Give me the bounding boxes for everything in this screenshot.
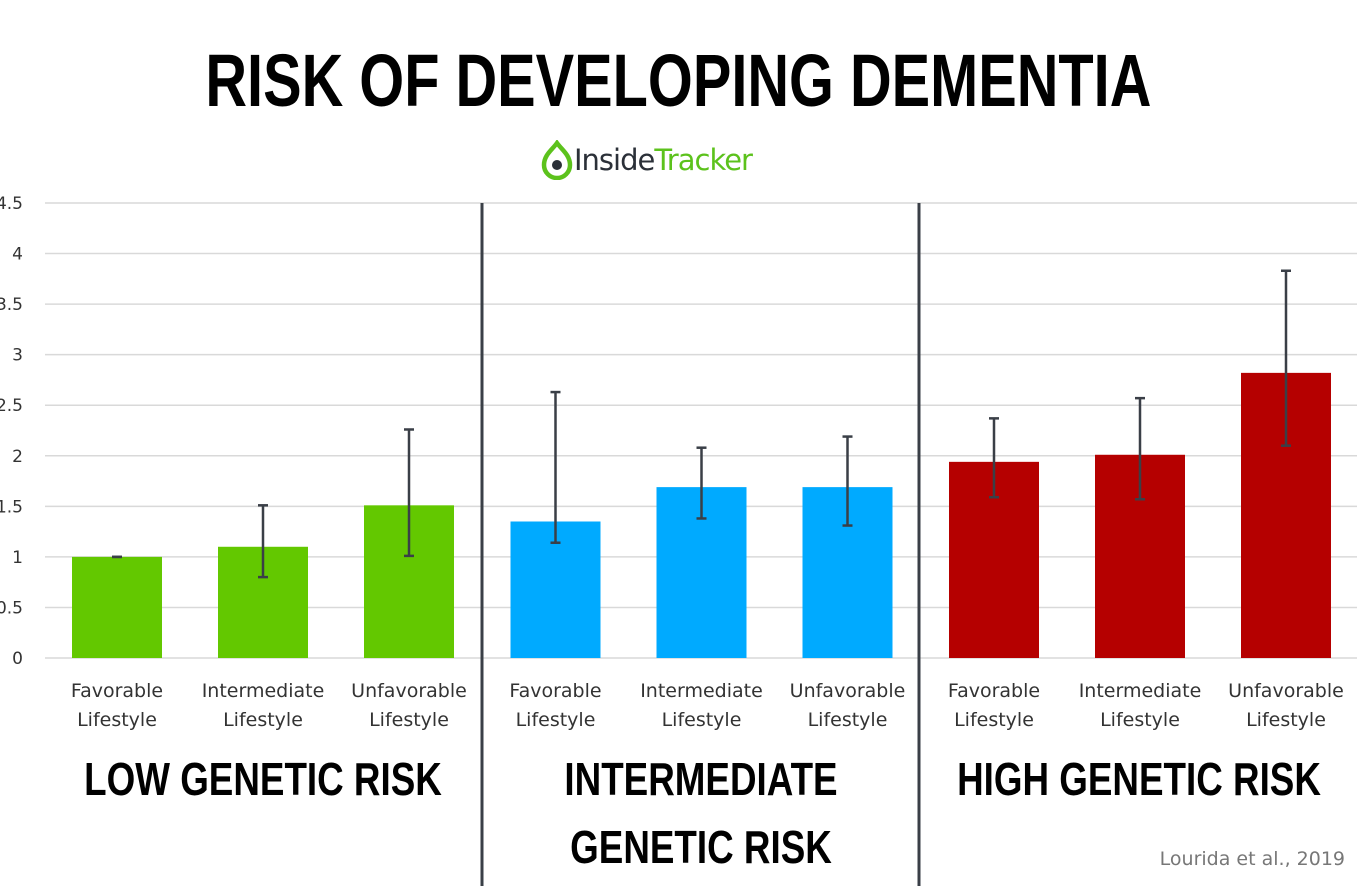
x-category-label: Favorable bbox=[509, 680, 601, 702]
x-category-label: Lifestyle bbox=[223, 709, 303, 731]
y-tick-label: 2 bbox=[12, 447, 23, 467]
x-category-label: Lifestyle bbox=[369, 709, 449, 731]
x-category-label: Unfavorable bbox=[1228, 680, 1344, 702]
bar bbox=[510, 521, 601, 658]
group-label: INTERMEDIATE bbox=[564, 753, 837, 805]
x-category-label: Lifestyle bbox=[1246, 709, 1326, 731]
chart-title: RISK OF DEVELOPING DEMENTIA bbox=[205, 39, 1152, 122]
y-tick-label: 4 bbox=[12, 245, 23, 265]
x-category-label: Favorable bbox=[71, 680, 163, 702]
x-category-label: Lifestyle bbox=[1100, 709, 1180, 731]
y-tick-label: 1 bbox=[12, 548, 23, 568]
x-category-label: Lifestyle bbox=[77, 709, 157, 731]
x-category-label: Intermediate bbox=[640, 680, 763, 702]
source-citation: Lourida et al., 2019 bbox=[1159, 848, 1345, 870]
x-category-label: Intermediate bbox=[202, 680, 325, 702]
y-tick-label: 2.5 bbox=[0, 396, 23, 416]
x-category-label: Lifestyle bbox=[808, 709, 888, 731]
group-label: LOW GENETIC RISK bbox=[84, 753, 442, 805]
y-tick-label: 3 bbox=[12, 346, 23, 366]
y-tick-label: 0.5 bbox=[0, 598, 23, 618]
x-category-label: Lifestyle bbox=[516, 709, 596, 731]
x-category-label: Favorable bbox=[948, 680, 1040, 702]
x-category-label: Lifestyle bbox=[662, 709, 742, 731]
x-category-label: Unfavorable bbox=[351, 680, 467, 702]
group-label: GENETIC RISK bbox=[570, 821, 832, 873]
drop-logo-icon bbox=[541, 140, 573, 180]
y-tick-label: 4.5 bbox=[0, 194, 23, 214]
logo-text-inside: Inside bbox=[574, 143, 655, 177]
x-category-label: Intermediate bbox=[1079, 680, 1202, 702]
insidetracker-logo: Inside Tracker bbox=[540, 138, 753, 182]
group-label: HIGH GENETIC RISK bbox=[957, 753, 1321, 805]
logo-text-tracker: Tracker bbox=[654, 143, 753, 177]
x-category-label: Unfavorable bbox=[790, 680, 906, 702]
y-tick-label: 1.5 bbox=[0, 497, 23, 517]
x-category-label: Lifestyle bbox=[954, 709, 1034, 731]
y-tick-label: 3.5 bbox=[0, 295, 23, 315]
y-tick-label: 0 bbox=[12, 649, 23, 669]
bar bbox=[72, 556, 162, 658]
